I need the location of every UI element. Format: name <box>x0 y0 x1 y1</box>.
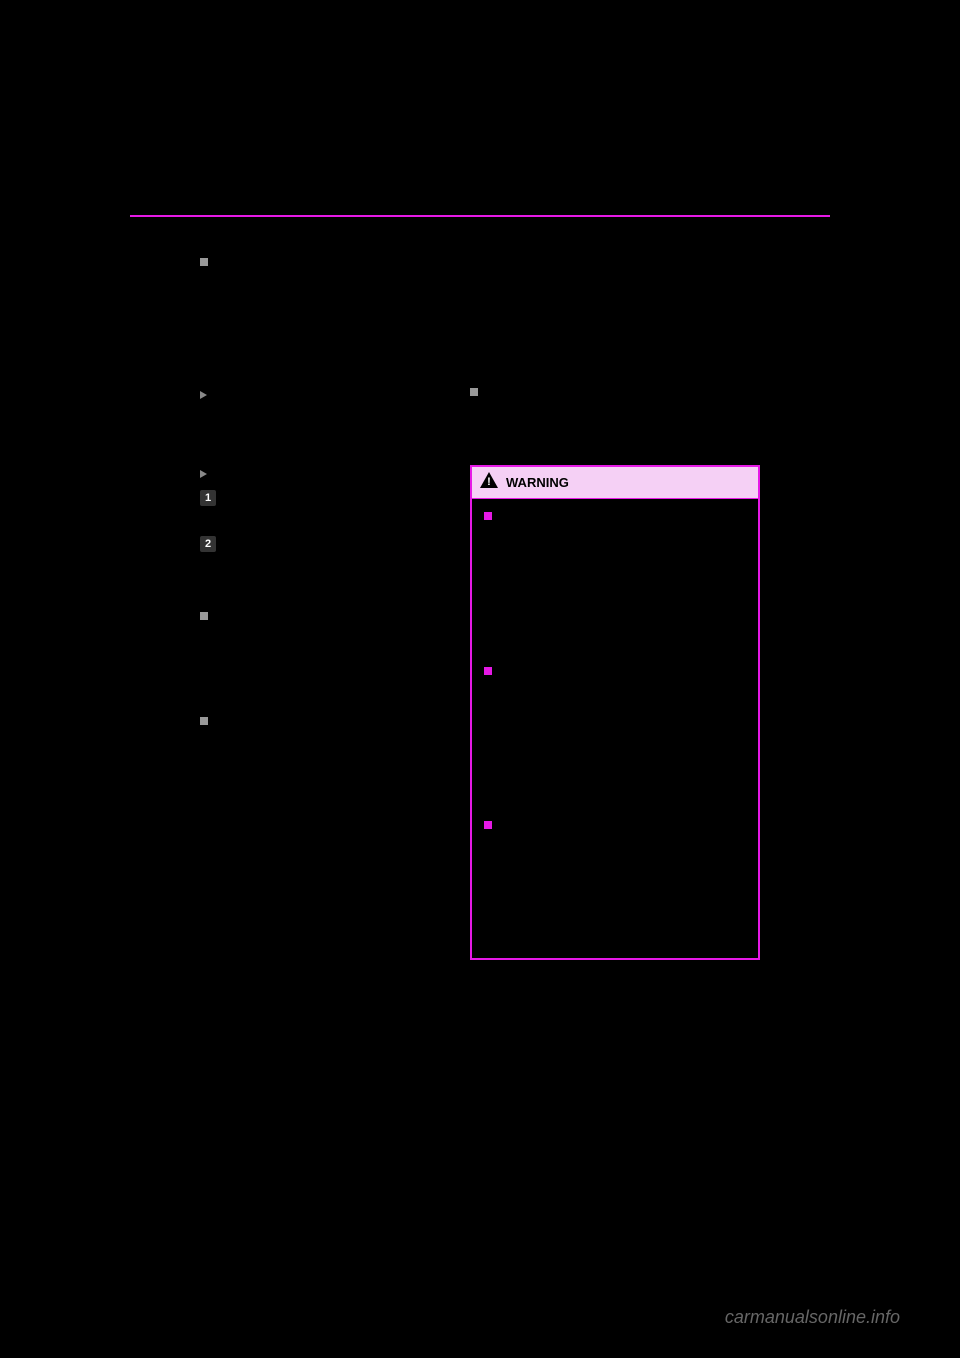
triangle-item: Driving in the rain <box>200 466 460 481</box>
warning-header: ! WARNING <box>472 467 758 499</box>
warning-triangle-icon: ! <box>480 472 498 493</box>
body-paragraph: For the first 621 miles (1000 km): <box>470 354 760 373</box>
warning-paragraph: Failure to do so may result in death or … <box>484 528 746 562</box>
warning-paragraph: The driver should pay extra attention to… <box>484 568 746 652</box>
subsection-heading: Restraining the engine output (Brake Ove… <box>200 609 460 639</box>
warning-title: WARNING <box>506 475 569 490</box>
warning-heading-text: When starting the vehicle <box>498 664 643 678</box>
triangle-item: When starting on an uphill The hill-star… <box>200 387 460 456</box>
section-header: 4-1. Before driving <box>210 162 350 180</box>
step-item: 2 Release the clutch pedal at the same t… <box>200 535 460 592</box>
body-paragraph: Gently depress the accelerator pedal. <box>200 326 460 345</box>
warning-heading: When driving the vehicle <box>484 818 746 832</box>
step-body: Release the clutch pedal at the same tim… <box>222 535 460 592</box>
square-bullet-icon <box>200 258 208 266</box>
square-bullet-icon <box>200 612 208 620</box>
footer-watermark: carmanualsonline.info <box>725 1307 900 1328</box>
warning-section: When starting the vehicle Always keep yo… <box>484 664 746 807</box>
warning-section: When driving the vehicle Do not drive if… <box>484 818 746 944</box>
left-column: Starting off on a steep uphill Make sure… <box>200 255 460 785</box>
warning-box: ! WARNING Observe the following precauti… <box>470 465 760 960</box>
pink-square-icon <box>484 512 492 520</box>
heading-text: Restraining the engine output (Brake Ove… <box>214 609 460 639</box>
step-item: 1 Firmly set the parking brake and then … <box>200 489 460 527</box>
subsection-heading: Starting off on a steep uphill <box>200 255 460 270</box>
header-divider <box>130 215 830 217</box>
svg-text:!: ! <box>487 476 491 488</box>
heading-text: Drum-in-disc type parking brake system <box>484 385 732 400</box>
footer-code: CAMRY_U (OM33B07U) <box>130 1110 251 1122</box>
warning-section: Observe the following precautions. Failu… <box>484 509 746 652</box>
warning-paragraph: On vehicles with an automatic transmissi… <box>484 739 746 806</box>
step-number-icon: 1 <box>200 490 216 506</box>
warning-heading-text: When driving the vehicle <box>498 818 639 832</box>
subsection-heading: Breaking in your new Toyota <box>200 714 460 729</box>
warning-paragraph: Always keep your foot on the brake pedal… <box>484 683 746 733</box>
item-body: The hill-start assist control will be ac… <box>213 406 460 444</box>
warning-heading: Observe the following precautions. <box>484 509 746 523</box>
triangle-bullet-icon <box>200 470 207 478</box>
body-paragraph: Release the parking brake. <box>200 357 460 376</box>
body-paragraph: For the first 500 miles (800 km): Do not… <box>470 305 760 343</box>
warning-heading-text: Observe the following precautions. <box>498 509 698 523</box>
body-paragraph: To extend the life of the vehicle, obser… <box>200 735 460 773</box>
step-body: Firmly set the parking brake and then sh… <box>222 489 460 527</box>
page-number: 144 <box>130 160 160 181</box>
body-paragraph: Make sure that the parking brake is set … <box>200 276 460 314</box>
warning-paragraph: Do not drive if you are unfamiliar with … <box>484 837 746 887</box>
body-paragraph: For the first 186 miles (300 km): Avoid … <box>470 255 760 293</box>
square-bullet-icon <box>470 388 478 396</box>
step-number-icon: 2 <box>200 536 216 552</box>
item-title: Driving in the rain <box>213 466 324 481</box>
body-paragraph: When the accelerator and brake pedals ar… <box>200 645 460 702</box>
warning-heading: When starting the vehicle <box>484 664 746 678</box>
warning-body: Observe the following precautions. Failu… <box>472 499 758 958</box>
warning-paragraph: Accidentally depressing the accelerator … <box>484 894 746 944</box>
triangle-bullet-icon <box>200 391 207 399</box>
heading-text: Starting off on a steep uphill <box>214 255 390 270</box>
heading-text: Breaking in your new Toyota <box>214 714 391 729</box>
pink-square-icon <box>484 821 492 829</box>
item-title: When starting on an uphill <box>213 387 460 402</box>
square-bullet-icon <box>200 717 208 725</box>
subsection-heading: Drum-in-disc type parking brake system <box>470 385 760 400</box>
pink-square-icon <box>484 667 492 675</box>
